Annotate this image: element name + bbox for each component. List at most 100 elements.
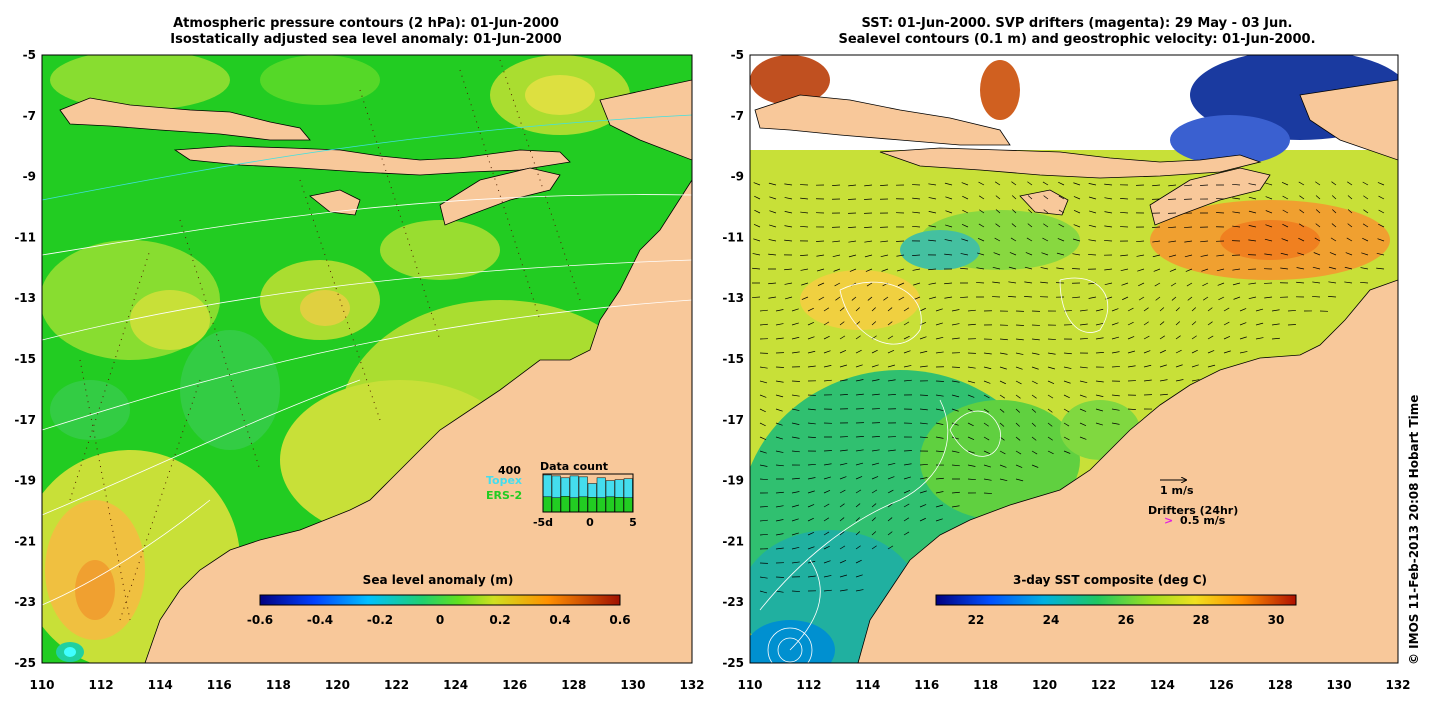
velocity-arrow [978,181,985,186]
left-xtick-116: 116 [207,678,232,692]
velocity-arrow [1056,267,1065,270]
velocity-arrow [839,589,848,592]
velocity-arrow [1315,223,1321,228]
velocity-arrow [960,253,969,256]
velocity-arrow [775,547,784,550]
velocity-arrow [919,477,928,480]
velocity-arrow [887,307,893,312]
velocity-arrow [823,531,830,536]
velocity-arrow [919,436,928,439]
velocity-arrow [951,309,960,312]
sst-colorbar-tick-26: 26 [1118,613,1135,627]
velocity-arrow [1047,436,1053,441]
velocity-arrow [784,296,793,300]
velocity-arrow [823,463,832,466]
velocity-arrow [871,307,876,312]
velocity-arrow [775,450,784,453]
velocity-arrow [1191,307,1197,312]
velocity-arrow [1346,237,1353,242]
velocity-arrow [978,195,985,200]
velocity-arrow [855,574,863,578]
drifter-speed-label: 0.5 m/s [1180,514,1226,527]
velocity-arrow [1111,394,1120,397]
velocity-arrow [919,504,927,508]
velocity-arrow [823,365,832,368]
velocity-arrow [1248,225,1257,228]
velocity-arrow [1232,183,1241,186]
velocity-arrow [775,394,784,398]
velocity-arrow [1063,408,1070,413]
velocity-arrow [935,408,944,411]
velocity-arrow [1143,350,1151,354]
velocity-arrow [903,476,911,480]
velocity-arrow [1152,184,1161,187]
velocity-arrow [1191,335,1197,340]
velocity-arrow [871,435,880,438]
velocity-arrow [801,282,809,286]
velocity-arrow [1079,380,1088,384]
velocity-arrow [912,197,921,200]
velocity-arrow [903,365,912,368]
velocity-arrow [1159,364,1167,368]
velocity-arrow [791,336,800,340]
velocity-arrow [1104,268,1113,271]
velocity-arrow [1217,282,1225,286]
inset-ers-bar [569,497,579,513]
left-xtick-110: 110 [29,678,54,692]
velocity-arrow [768,239,777,242]
velocity-arrow [807,463,816,466]
velocity-arrow [784,183,793,186]
velocity-arrow [951,436,959,440]
velocity-arrow [1136,254,1145,257]
velocity-arrow [1207,321,1213,326]
velocity-arrow [1111,408,1120,411]
velocity-arrow [979,209,985,214]
velocity-arrow [1010,237,1017,242]
velocity-arrow [1191,379,1200,382]
velocity-arrow [978,223,985,228]
right-ytick--11: -11 [722,230,744,244]
velocity-arrow [1015,422,1020,427]
velocity-arrow [935,504,944,508]
velocity-arrow [807,307,814,312]
pressure-contours [42,114,692,606]
velocity-arrow [807,365,816,368]
velocity-arrow [753,182,761,186]
velocity-arrow [983,436,990,441]
inset-xtick-neg5: -5d [533,516,553,529]
velocity-arrow [835,296,841,301]
velocity-arrow [1138,282,1145,287]
velocity-arrow [1232,282,1241,286]
right-xtick-112: 112 [796,678,821,692]
velocity-arrow [1063,366,1072,369]
velocity-arrow [903,503,910,508]
velocity-arrow [775,519,784,522]
right-xtick-130: 130 [1327,678,1352,692]
velocity-arrow [753,238,761,242]
velocity-arrow [1031,366,1039,370]
velocity-arrow [1239,322,1247,326]
velocity-arrow [1088,183,1097,186]
velocity-arrow [928,197,937,200]
velocity-arrow [839,531,845,536]
velocity-arrow [1332,209,1337,214]
velocity-arrow [1024,266,1033,270]
velocity-arrow [839,364,848,368]
velocity-arrow [839,545,846,550]
sst-colorbar-tick-22: 22 [968,613,985,627]
right-map-frame [749,54,1399,664]
velocity-arrow [1047,338,1056,340]
right-xtick-124: 124 [1150,678,1175,692]
velocity-arrow [1015,450,1022,455]
velocity-arrow [999,394,1006,399]
right-xtick-132: 132 [1385,678,1410,692]
velocity-arrow [1153,268,1161,272]
velocity-arrow [823,379,832,382]
velocity-arrow [784,211,793,214]
velocity-arrow [1120,198,1129,200]
velocity-arrow [1047,422,1053,427]
velocity-arrow [839,307,845,312]
velocity-arrow [839,350,847,354]
left-ytick--19: -19 [14,474,36,488]
